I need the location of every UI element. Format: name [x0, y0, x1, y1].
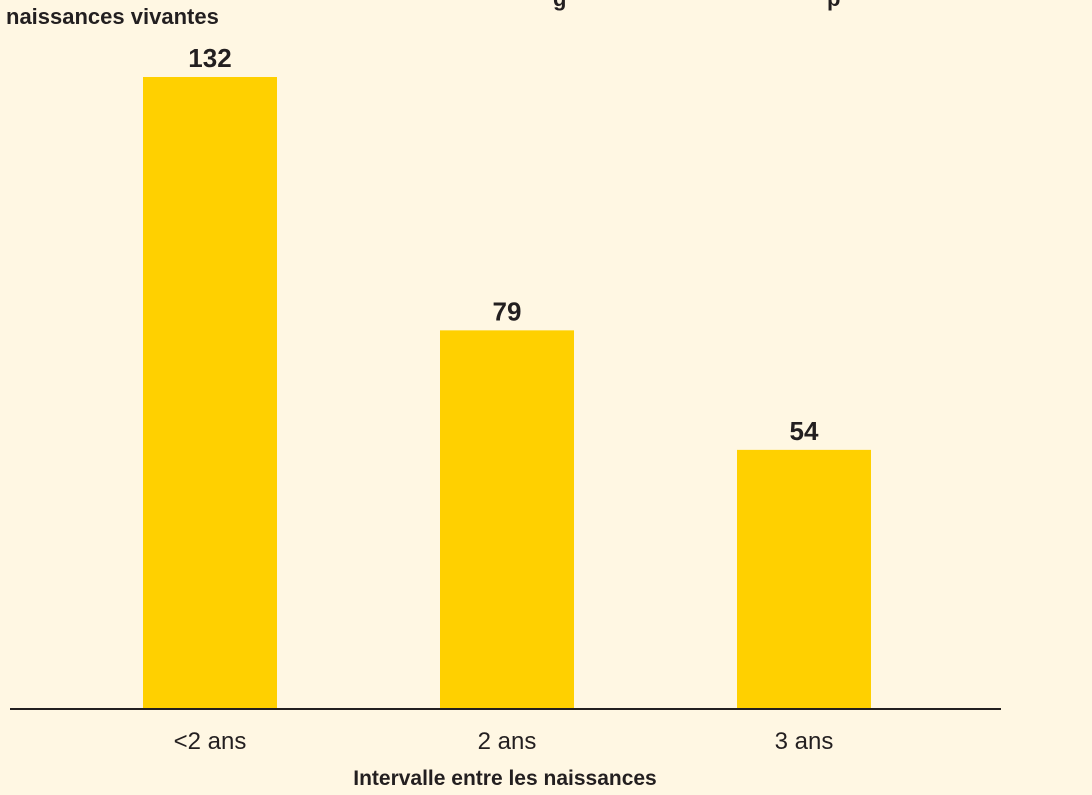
bar-3 — [737, 449, 871, 708]
x-tick-labels-group: <2 ans 2 ans 3 ans — [174, 728, 834, 755]
bars-group — [143, 77, 871, 708]
title-fragment-1: g — [553, 0, 566, 11]
x-tick-label-1: <2 ans — [174, 728, 247, 755]
y-axis-label: naissances vivantes — [6, 4, 219, 29]
data-label-2: 79 — [493, 296, 522, 326]
x-tick-label-2: 2 ans — [478, 728, 537, 755]
x-axis-title: Intervalle entre les naissances — [353, 767, 657, 790]
bar-1 — [143, 77, 277, 708]
bar-2 — [440, 330, 574, 708]
data-labels-group: 132 79 54 — [188, 43, 819, 446]
x-tick-label-3: 3 ans — [775, 728, 834, 755]
title-fragment-2: p — [827, 0, 840, 11]
cropped-title-fragment: gp — [553, 0, 840, 11]
data-label-3: 54 — [790, 416, 819, 446]
data-label-1: 132 — [188, 43, 231, 73]
